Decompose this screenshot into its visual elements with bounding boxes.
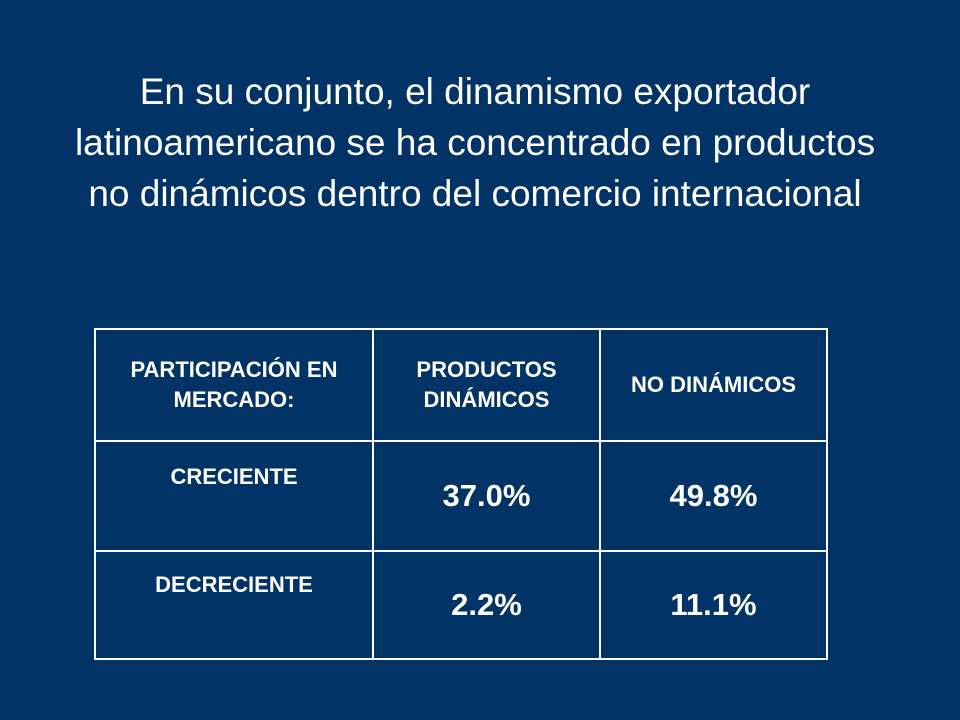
cell-creciente-no-dinamicos: 49.8% [599, 440, 828, 552]
header-market-share: PARTICIPACIÓN EN MERCADO: [94, 328, 374, 442]
row-label-creciente: CRECIENTE [94, 440, 374, 552]
cell-decreciente-dinamicos: 2.2% [372, 550, 601, 660]
header-dynamic-products: PRODUCTOS DINÁMICOS [372, 328, 601, 442]
row-label-decreciente: DECRECIENTE [94, 550, 374, 660]
cell-creciente-dinamicos: 37.0% [372, 440, 601, 552]
slide-title: En su conjunto, el dinamismo exportador … [74, 71, 876, 214]
table-row: DECRECIENTE 2.2% 11.1% [94, 550, 828, 660]
market-share-table: PARTICIPACIÓN EN MERCADO: PRODUCTOS DINÁ… [94, 328, 828, 660]
cell-decreciente-no-dinamicos: 11.1% [599, 550, 828, 660]
table-row: CRECIENTE 37.0% 49.8% [94, 440, 828, 552]
header-non-dynamic: NO DINÁMICOS [599, 328, 828, 442]
table-header-row: PARTICIPACIÓN EN MERCADO: PRODUCTOS DINÁ… [94, 328, 828, 442]
